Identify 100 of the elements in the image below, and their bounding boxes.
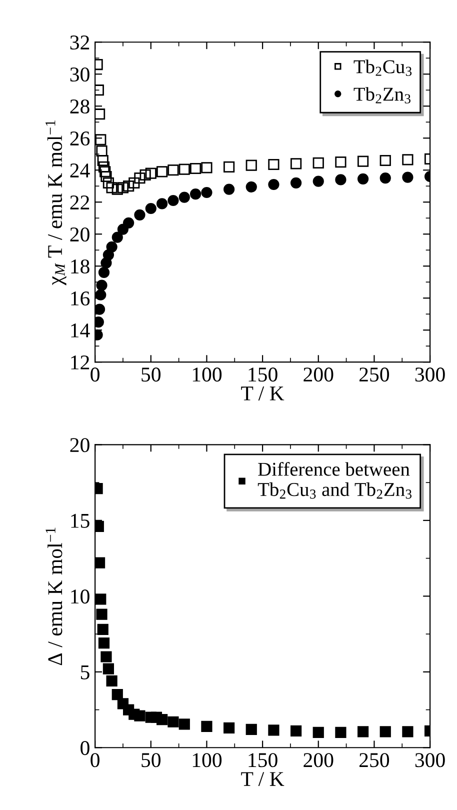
point	[402, 154, 414, 166]
x-axis-title: T / K	[241, 772, 284, 786]
point	[134, 209, 146, 220]
point	[95, 304, 106, 315]
point	[145, 168, 156, 179]
point	[117, 182, 129, 194]
point	[223, 184, 235, 195]
legend-label: Tb$_{2}$Cu$_{3}$	[354, 60, 412, 76]
point	[95, 557, 106, 568]
text: Difference between Tb$_{2}$Cu$_{3}$ and Tb$_{2}$Zn$_{3}$	[258, 462, 412, 499]
y-tick-label: 15	[71, 514, 90, 528]
x-tick-label: 150	[248, 368, 278, 382]
point	[95, 134, 106, 146]
point	[156, 198, 168, 210]
point	[380, 726, 391, 738]
point	[112, 184, 123, 195]
y-tick-label: 10	[71, 590, 90, 604]
point	[96, 280, 108, 291]
point	[168, 164, 179, 176]
y-axis-title: Δ / emu K mol$^{−1}$	[46, 528, 62, 666]
y-axis-title: χ$_{M}$ T / emu K mol$^{−1}$	[46, 120, 66, 286]
y-tick-label: 18	[71, 259, 90, 274]
y-tick-label: 12	[71, 356, 90, 370]
point	[290, 177, 302, 188]
x-tick-label: 0	[90, 368, 100, 382]
point	[380, 154, 391, 166]
x-tick-label: 250	[359, 753, 390, 768]
legend-label: Tb$_{2}$Zn$_{3}$	[354, 87, 410, 104]
point	[102, 177, 114, 188]
x-tick-label: 0	[90, 753, 100, 768]
y-tick-label: 32	[70, 36, 90, 50]
x-tick-label: 250	[359, 368, 390, 382]
point	[98, 638, 110, 649]
point	[178, 164, 190, 175]
point	[140, 169, 151, 180]
point	[357, 173, 369, 184]
point	[380, 172, 391, 184]
point	[96, 608, 108, 620]
point	[112, 689, 123, 700]
point	[95, 108, 106, 120]
point	[268, 178, 280, 190]
y-tick-label: 0	[80, 741, 90, 756]
x-tick-label: 150	[248, 753, 278, 768]
point	[134, 172, 146, 184]
point	[335, 726, 346, 738]
point	[123, 180, 134, 192]
point	[312, 726, 324, 738]
point	[98, 266, 110, 278]
x-tick-label: 300	[415, 368, 445, 382]
point	[97, 154, 108, 166]
point	[246, 724, 257, 736]
point	[268, 158, 280, 170]
point	[246, 181, 257, 192]
point	[106, 675, 118, 687]
point	[102, 663, 114, 674]
point	[100, 170, 112, 182]
point	[156, 166, 168, 178]
point	[168, 716, 179, 728]
point	[290, 725, 302, 737]
point	[178, 718, 190, 730]
x-tick-label: 300	[415, 753, 445, 768]
point	[402, 726, 414, 738]
x-tick-label: 200	[304, 753, 334, 768]
point	[357, 156, 369, 167]
point	[201, 186, 212, 198]
y-tick-label: 26	[70, 132, 90, 146]
point	[190, 188, 202, 200]
x-tick-label: 100	[192, 753, 222, 768]
point	[312, 157, 324, 168]
point	[123, 217, 134, 228]
point	[168, 194, 179, 206]
point	[290, 158, 302, 170]
point	[246, 160, 257, 171]
point	[100, 166, 111, 178]
point	[95, 594, 106, 605]
point	[268, 724, 280, 736]
point	[106, 241, 118, 252]
x-axis-title: T / K	[241, 386, 284, 400]
point	[145, 202, 156, 214]
point	[335, 156, 346, 168]
y-tick-label: 5	[80, 665, 90, 680]
x-tick-label: 50	[142, 753, 161, 768]
point	[134, 710, 146, 722]
point	[223, 161, 235, 172]
point	[128, 177, 140, 188]
point	[95, 289, 106, 300]
y-tick-label: 20	[70, 438, 90, 452]
point	[112, 232, 123, 243]
point	[201, 162, 212, 174]
y-tick-label: 30	[70, 67, 90, 82]
x-tick-label: 100	[192, 368, 222, 382]
point	[96, 145, 108, 156]
point	[357, 726, 369, 738]
point	[156, 714, 168, 726]
point	[190, 162, 202, 174]
point	[178, 192, 190, 203]
point	[106, 182, 118, 194]
x-tick-label: 50	[142, 368, 161, 382]
point	[201, 720, 212, 732]
point	[100, 651, 112, 662]
